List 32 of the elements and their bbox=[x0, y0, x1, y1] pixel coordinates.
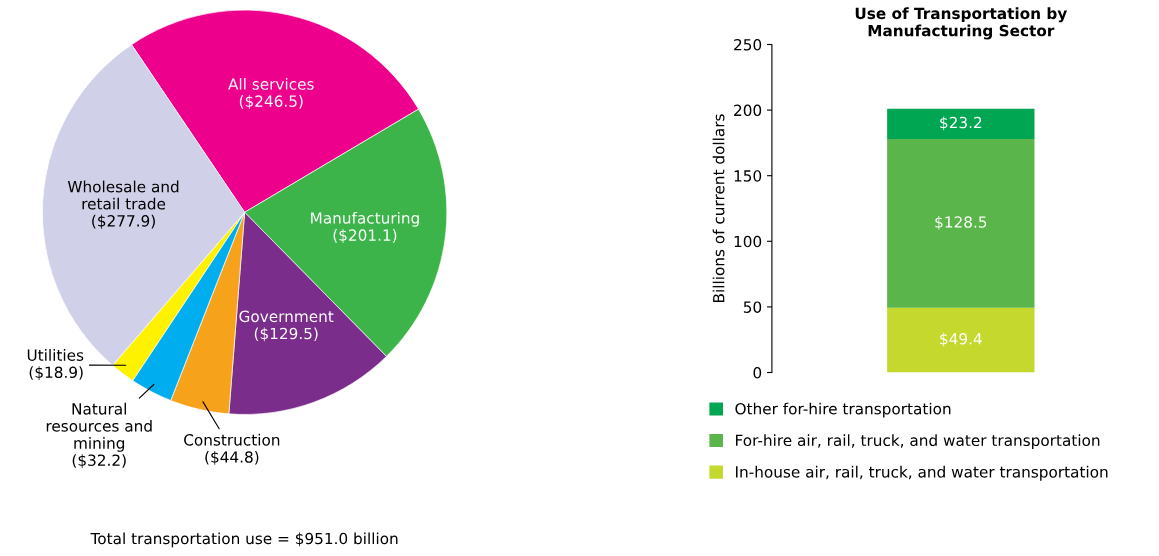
legend-label: Other for-hire transportation bbox=[735, 402, 951, 418]
text: Total transportation use = $951.0 billion bbox=[90, 532, 398, 548]
bar bbox=[887, 307, 1035, 373]
y-tick-label: 200 bbox=[734, 104, 762, 117]
data-label: ($44.8) bbox=[205, 450, 259, 465]
slice-label: Utilities bbox=[27, 349, 84, 361]
slice-label: Natural resources and mining bbox=[46, 402, 152, 452]
data-label: ($277.9) bbox=[92, 214, 155, 229]
slice-label: Wholesale and retail trade bbox=[67, 180, 179, 210]
slice-label: All services bbox=[228, 77, 314, 90]
data-label: ($129.5) bbox=[254, 327, 318, 342]
bar bbox=[887, 108, 1035, 140]
slice-label: Construction bbox=[184, 433, 280, 446]
data-label: $49.4 bbox=[940, 332, 982, 347]
slice-label: Manufacturing bbox=[311, 211, 419, 227]
slice-label: Government bbox=[239, 310, 334, 323]
chart-title: Use of Transportation by Manufacturing Sector bbox=[855, 7, 1067, 40]
data-label: ($32.2) bbox=[72, 454, 126, 468]
data-label: ($246.5) bbox=[239, 95, 303, 109]
bar bbox=[887, 139, 1035, 308]
y-tick-label: 0 bbox=[753, 366, 762, 379]
y-axis-title: Billions of current dollars bbox=[712, 114, 725, 302]
data-label: $23.2 bbox=[940, 116, 982, 131]
legend-label: In-house air, rail, truck, and water transportation bbox=[736, 465, 1108, 481]
y-tick-label: 50 bbox=[743, 301, 762, 313]
y-tick-label: 100 bbox=[734, 235, 762, 248]
legend-label: For-hire air, rail, truck, and water transportation bbox=[736, 434, 1100, 450]
data-label: ($18.9) bbox=[29, 366, 83, 381]
y-tick-label: 250 bbox=[734, 38, 762, 51]
data-label: ($201.1) bbox=[333, 229, 397, 243]
data-label: $128.5 bbox=[935, 216, 987, 230]
y-tick-label: 150 bbox=[734, 170, 762, 182]
